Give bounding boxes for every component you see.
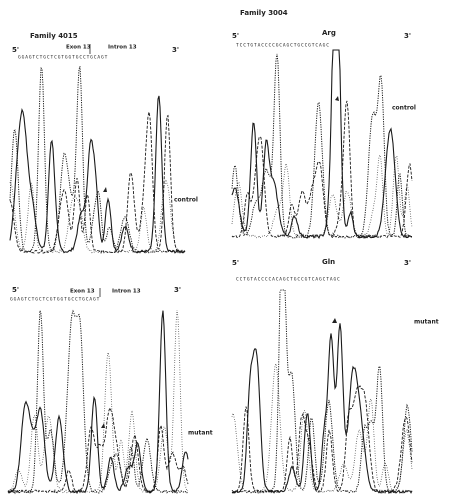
arrow bbox=[332, 318, 337, 323]
chromatogram-trace bbox=[231, 53, 413, 240]
chromatogram-trace bbox=[231, 289, 413, 494]
chromatogram-trace bbox=[9, 111, 186, 254]
end-label: 5' bbox=[232, 32, 239, 40]
arrow bbox=[335, 96, 339, 101]
family-label: Family 3004 bbox=[240, 9, 288, 17]
condition-label: mutant bbox=[414, 319, 439, 326]
end-label: 3' bbox=[172, 46, 179, 54]
end-label: 3' bbox=[404, 32, 411, 40]
arrow bbox=[103, 187, 107, 192]
chromatogram-trace bbox=[231, 385, 413, 494]
chromatogram-trace bbox=[9, 66, 186, 254]
exon-label: Exon 13 bbox=[66, 45, 91, 51]
condition-label: control bbox=[392, 105, 416, 112]
chromatogram-trace bbox=[231, 362, 413, 494]
end-label: 5' bbox=[12, 286, 19, 294]
sequence: CCTGTACCCCACAGCTGCCGTCAGCTAGC bbox=[236, 277, 341, 283]
intron-label: Intron 13 bbox=[112, 289, 141, 295]
end-label: 5' bbox=[232, 259, 239, 267]
sequence: GGAGTCTGCTCGTGGTGCCTGCAGT bbox=[18, 55, 108, 61]
end-label: 3' bbox=[404, 259, 411, 267]
codon-label: Gln bbox=[322, 258, 335, 266]
chromatogram-trace bbox=[9, 95, 186, 254]
chromatogram-trace bbox=[231, 49, 412, 240]
arrow bbox=[101, 423, 105, 428]
chromatogram-trace bbox=[231, 100, 413, 239]
family-label: Family 4015 bbox=[30, 32, 78, 40]
sequence: TCCTGTACCCCGCAGCTGCCGTCAGC bbox=[236, 43, 330, 49]
sequence: GGAGTCTGCTCGTGGTGCCTGCAGT bbox=[10, 297, 100, 303]
intron-label: Intron 13 bbox=[108, 45, 137, 51]
chromatogram-trace bbox=[7, 309, 189, 494]
chromatogram-trace bbox=[7, 310, 189, 495]
chromatogram-trace bbox=[7, 406, 189, 495]
end-label: 5' bbox=[12, 46, 19, 54]
exon-label: Exon 13 bbox=[70, 289, 95, 295]
codon-label: Arg bbox=[322, 29, 336, 37]
condition-label: mutant bbox=[188, 430, 213, 437]
end-label: 3' bbox=[174, 286, 181, 294]
condition-label: control bbox=[174, 197, 198, 204]
